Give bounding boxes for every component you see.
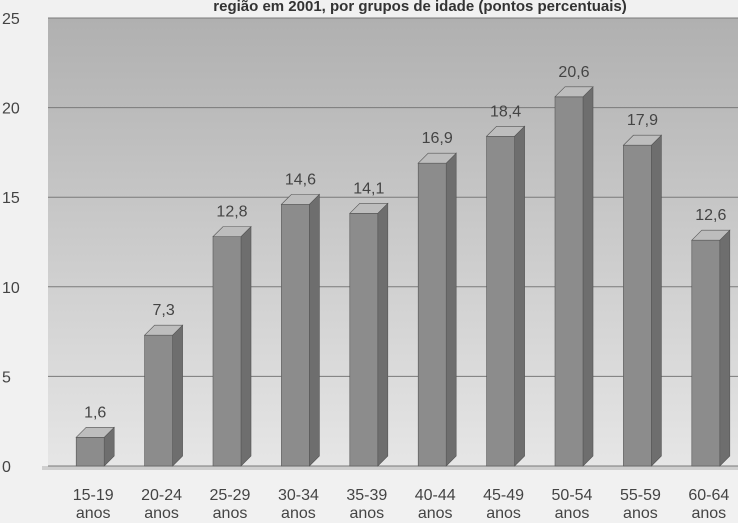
y-tick-label: 20 bbox=[2, 101, 20, 118]
y-tick-label: 0 bbox=[2, 459, 11, 476]
bar-front bbox=[486, 135, 515, 467]
data-label: 7,3 bbox=[152, 302, 174, 319]
bar-front bbox=[691, 239, 721, 467]
bars bbox=[75, 86, 731, 467]
x-tick-label: anos bbox=[213, 505, 248, 522]
y-tick-label: 25 bbox=[2, 11, 20, 28]
plot-floor bbox=[42, 466, 738, 470]
x-tick-label: 25-29 bbox=[210, 487, 251, 504]
data-label: 18,4 bbox=[490, 103, 521, 120]
bar bbox=[212, 225, 252, 467]
x-tick-label: 50-54 bbox=[552, 487, 593, 504]
bar-side bbox=[719, 229, 731, 467]
bar-top bbox=[349, 203, 389, 214]
bar bbox=[349, 202, 389, 467]
bar-front bbox=[281, 204, 310, 467]
x-tick-label: 60-64 bbox=[688, 487, 729, 504]
y-axis: 0 5 10 15 20 25 bbox=[2, 11, 20, 476]
bar-top bbox=[691, 229, 731, 241]
bar-side bbox=[514, 125, 525, 467]
bar-front bbox=[417, 162, 447, 467]
bar-front bbox=[349, 213, 379, 467]
bar-top bbox=[485, 125, 526, 137]
x-tick-label: anos bbox=[555, 505, 590, 522]
bar-side bbox=[240, 225, 252, 467]
data-labels: 1,6 7,3 12,8 14,6 14,1 16,9 18,4 20,6 17,9 12,6 bbox=[84, 64, 726, 421]
bar-side bbox=[445, 152, 457, 467]
x-tick-label: 40-44 bbox=[415, 487, 456, 504]
x-tick-label: 15-19 bbox=[73, 487, 114, 504]
data-label: 16,9 bbox=[422, 130, 453, 147]
y-tick-label: 10 bbox=[2, 280, 20, 297]
bar bbox=[622, 134, 663, 467]
bar-front bbox=[144, 334, 173, 467]
y-tick-label: 5 bbox=[2, 369, 11, 386]
bar-front bbox=[554, 96, 584, 467]
x-tick-label: anos bbox=[486, 505, 521, 522]
data-label: 14,1 bbox=[353, 180, 384, 197]
x-tick-label: anos bbox=[418, 505, 453, 522]
x-tick-label: 35-39 bbox=[346, 487, 387, 504]
x-tick-label: anos bbox=[691, 505, 726, 522]
bar-side bbox=[582, 86, 594, 467]
bar-top bbox=[554, 86, 594, 98]
x-tick-label: anos bbox=[349, 505, 384, 522]
bar bbox=[417, 152, 457, 467]
bar bbox=[143, 324, 184, 467]
bar-top bbox=[212, 226, 252, 237]
data-label: 17,9 bbox=[627, 112, 658, 129]
bar-front bbox=[623, 144, 652, 467]
bar bbox=[280, 193, 321, 467]
bar-front bbox=[75, 437, 105, 467]
bar-top bbox=[622, 134, 663, 146]
x-tick-label: anos bbox=[623, 505, 658, 522]
bar-top bbox=[417, 152, 457, 164]
y-tick-label: 15 bbox=[2, 190, 20, 207]
x-axis: 15-19anos20-24anos25-29anos30-34anos35-3… bbox=[73, 487, 730, 522]
data-label: 12,8 bbox=[216, 204, 247, 221]
x-tick-label: 45-49 bbox=[483, 487, 524, 504]
x-tick-label: 30-34 bbox=[278, 487, 319, 504]
bar-top bbox=[143, 324, 184, 336]
data-label: 12,6 bbox=[695, 207, 726, 224]
bar-top bbox=[280, 194, 321, 205]
x-tick-label: anos bbox=[76, 505, 111, 522]
bar-side bbox=[309, 193, 320, 467]
x-tick-label: anos bbox=[281, 505, 316, 522]
bar-side bbox=[651, 134, 662, 467]
data-label: 14,6 bbox=[285, 171, 316, 188]
x-tick-label: anos bbox=[144, 505, 179, 522]
bar bbox=[691, 229, 731, 467]
x-tick-label: 55-59 bbox=[620, 487, 661, 504]
bar bbox=[554, 86, 594, 467]
bar bbox=[75, 426, 115, 467]
data-label: 20,6 bbox=[558, 64, 589, 81]
bar-side bbox=[377, 202, 389, 467]
bar bbox=[485, 125, 526, 467]
bar-side bbox=[172, 324, 183, 467]
bar-front bbox=[212, 236, 242, 467]
chart-title: região em 2001, por grupos de idade (pon… bbox=[213, 0, 626, 15]
x-tick-label: 20-24 bbox=[141, 487, 182, 504]
bar-top bbox=[75, 427, 115, 438]
data-label: 1,6 bbox=[84, 404, 106, 421]
